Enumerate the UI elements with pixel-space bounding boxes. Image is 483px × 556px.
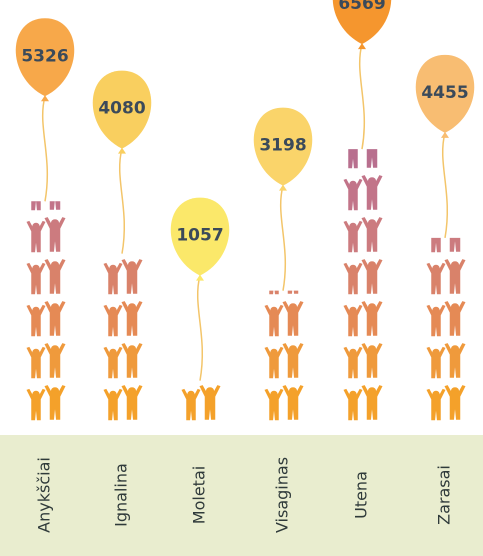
people-stack bbox=[26, 201, 66, 421]
value-label: 1057 bbox=[176, 226, 223, 246]
value-label: 3198 bbox=[259, 136, 306, 156]
value-label: 6569 bbox=[338, 0, 385, 14]
people-stack bbox=[426, 237, 466, 421]
people-stack bbox=[343, 149, 383, 421]
category-label: Utena bbox=[352, 471, 371, 519]
balloon-string bbox=[441, 132, 449, 239]
balloon-knot bbox=[358, 43, 366, 50]
balloon bbox=[253, 107, 313, 186]
balloon-knot bbox=[279, 184, 287, 191]
category-label: Visaginas bbox=[273, 457, 292, 533]
balloon bbox=[170, 197, 230, 276]
balloon bbox=[332, 0, 392, 45]
balloon-knot bbox=[118, 147, 126, 154]
balloon-knot bbox=[441, 131, 449, 138]
balloon-string bbox=[41, 96, 49, 202]
value-label: 4455 bbox=[421, 83, 468, 103]
balloon-string bbox=[279, 185, 287, 291]
category-label: Zarasai bbox=[435, 465, 454, 525]
balloon-string bbox=[196, 275, 204, 381]
balloon-knot bbox=[41, 95, 49, 102]
category-label: Ignalina bbox=[112, 463, 131, 527]
balloon bbox=[92, 70, 152, 149]
category-label: Anykščiai bbox=[35, 457, 54, 533]
value-label: 4080 bbox=[98, 99, 145, 119]
people-stack bbox=[181, 385, 221, 421]
people-stack bbox=[103, 259, 143, 421]
category-label: Moletai bbox=[190, 466, 209, 524]
balloon bbox=[415, 54, 475, 133]
label-band bbox=[0, 435, 483, 556]
balloon bbox=[15, 18, 75, 97]
balloon-string bbox=[358, 43, 366, 150]
value-label: 5326 bbox=[21, 46, 68, 66]
balloon-string bbox=[118, 148, 126, 254]
people-stack bbox=[264, 290, 304, 421]
balloon-knot bbox=[196, 274, 204, 281]
